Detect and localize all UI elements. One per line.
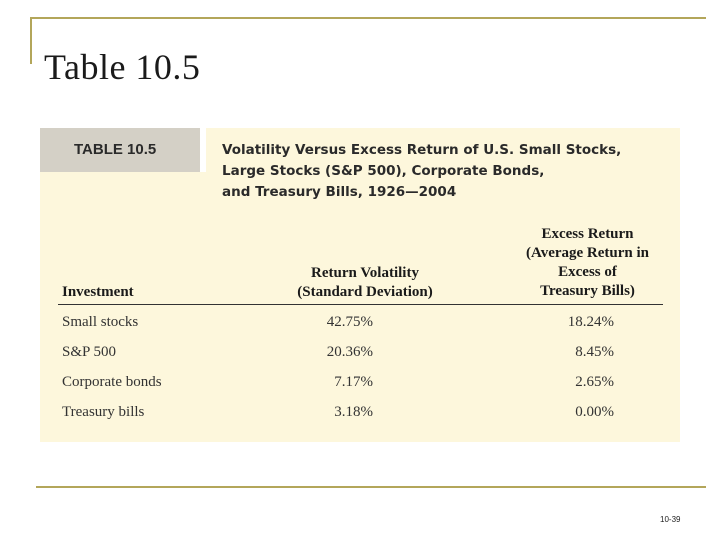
cell-excess-return: 8.45% xyxy=(575,344,614,360)
header-line: Investment xyxy=(62,284,134,300)
table-row: Corporate bonds 7.17% 2.65% xyxy=(40,374,680,404)
cell-excess-return: 0.00% xyxy=(575,404,614,420)
column-header-investment: Investment xyxy=(62,283,134,302)
cell-excess-return: 2.65% xyxy=(575,374,614,390)
table-tag-label: TABLE 10.5 xyxy=(74,141,157,158)
header-line: (Average Return in xyxy=(525,245,650,261)
page-number: 10-39 xyxy=(660,515,681,524)
cell-volatility: 42.75% xyxy=(326,314,373,330)
table-caption: Volatility Versus Excess Return of U.S. … xyxy=(222,140,642,203)
table-row: Small stocks 42.75% 18.24% xyxy=(40,314,680,344)
frame-top-line xyxy=(30,17,706,19)
header-line: Return Volatility xyxy=(311,265,419,281)
cell-investment: Corporate bonds xyxy=(62,374,162,390)
tag-separator xyxy=(200,128,206,172)
caption-line: Volatility Versus Excess Return of U.S. … xyxy=(222,142,622,158)
table-panel: TABLE 10.5 Volatility Versus Excess Retu… xyxy=(40,128,680,442)
cell-investment: Small stocks xyxy=(62,314,139,330)
header-line: Excess of xyxy=(558,264,617,280)
frame-bottom-line xyxy=(36,486,706,488)
table-tag: TABLE 10.5 xyxy=(40,128,200,172)
header-rule xyxy=(58,304,663,305)
table-row: Treasury bills 3.18% 0.00% xyxy=(40,404,680,434)
header-line: (Standard Deviation) xyxy=(297,284,433,300)
slide-title: Table 10.5 xyxy=(44,47,201,87)
cell-volatility: 20.36% xyxy=(326,344,373,360)
caption-line: Large Stocks (S&P 500), Corporate Bonds, xyxy=(222,163,545,179)
caption-line: and Treasury Bills, 1926—2004 xyxy=(222,184,457,200)
header-line: Excess Return xyxy=(541,226,634,242)
cell-volatility: 3.18% xyxy=(334,404,373,420)
cell-excess-return: 18.24% xyxy=(567,314,614,330)
frame-left-line xyxy=(30,17,32,64)
cell-volatility: 7.17% xyxy=(334,374,373,390)
table-row: S&P 500 20.36% 8.45% xyxy=(40,344,680,374)
cell-investment: S&P 500 xyxy=(62,344,117,360)
column-header-excess-return: Excess Return (Average Return in Excess … xyxy=(510,225,665,301)
header-line: Treasury Bills) xyxy=(540,283,635,299)
cell-investment: Treasury bills xyxy=(62,404,145,420)
column-header-volatility: Return Volatility (Standard Deviation) xyxy=(260,264,470,302)
